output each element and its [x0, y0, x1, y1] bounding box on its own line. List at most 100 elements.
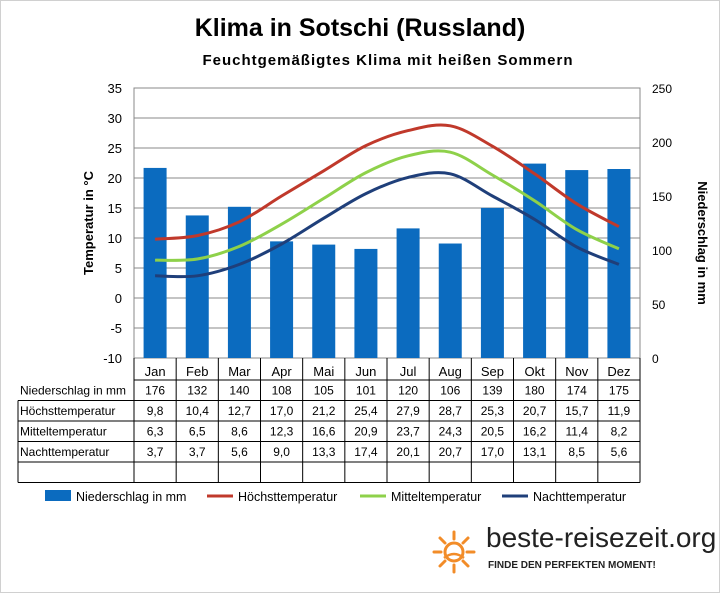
table-cell: 175	[609, 383, 629, 397]
y-right-tick-label: 150	[652, 190, 672, 204]
table-cell: 20,1	[396, 445, 420, 459]
x-tick-label: Dez	[607, 364, 630, 379]
x-tick-label: Jan	[145, 364, 166, 379]
table-cell: 25,3	[481, 404, 505, 418]
y-left-tick-label: 30	[108, 111, 122, 126]
precip-bar	[227, 206, 251, 358]
precip-bar	[185, 215, 209, 358]
table-cell: 3,7	[147, 445, 164, 459]
table-cell: 12,7	[228, 404, 252, 418]
x-tick-label: Apr	[271, 364, 292, 379]
x-tick-label: Okt	[524, 364, 545, 379]
table-cell: 10,4	[186, 404, 210, 418]
y-left-axis-label: Temperatur in °C	[81, 170, 96, 275]
table-cell: 6,5	[189, 424, 206, 438]
y-right-tick-label: 250	[652, 82, 672, 96]
table-cell: 17,4	[354, 445, 378, 459]
table-cell: 12,3	[270, 424, 294, 438]
x-tick-label: Jul	[400, 364, 417, 379]
table-cell: 5,6	[231, 445, 248, 459]
max-temp-line	[154, 123, 620, 241]
precip-bar	[523, 163, 547, 358]
y-left-tick-label: 10	[108, 231, 122, 246]
legend-label: Nachttemperatur	[533, 490, 626, 504]
table-cell: 9,0	[273, 445, 290, 459]
precip-bar	[565, 170, 589, 358]
chart-subtitle: Feuchtgemäßigtes Klima mit heißen Sommer…	[202, 52, 574, 69]
precip-bar	[396, 228, 420, 358]
legend-label: Niederschlag in mm	[76, 490, 186, 504]
precip-bar	[438, 243, 462, 358]
table-cell: 8,2	[611, 424, 628, 438]
table-row-label: Niederschlag in mm	[20, 383, 126, 397]
precip-bar	[480, 207, 504, 358]
y-left-tick-label: 5	[115, 261, 122, 276]
table-cell: 176	[145, 383, 165, 397]
x-tick-label: Mar	[228, 364, 251, 379]
x-tick-label: Feb	[186, 364, 208, 379]
x-tick-label: Sep	[481, 364, 504, 379]
precip-bar	[312, 244, 336, 358]
y-left-tick-label: 20	[108, 171, 122, 186]
y-left-tick-label: -5	[110, 321, 122, 336]
x-tick-label: Aug	[439, 364, 462, 379]
table-cell: 139	[482, 383, 502, 397]
legend-label: Mitteltemperatur	[391, 490, 481, 504]
logo-tagline: FINDE DEN PERFEKTEN MOMENT!	[488, 560, 656, 571]
table-cell: 17,0	[481, 445, 505, 459]
y-left-tick-label: 0	[115, 291, 122, 306]
chart-title: Klima in Sotschi (Russland)	[194, 14, 526, 42]
y-right-tick-label: 200	[652, 136, 672, 150]
mean-temp-line	[155, 149, 620, 262]
legend-swatch	[45, 490, 71, 501]
table-cell: 11,9	[608, 404, 631, 418]
table-cell: 120	[398, 383, 418, 397]
table-cell: 20,7	[523, 404, 547, 418]
sun-icon	[430, 528, 478, 581]
table-row-label: Höchsttemperatur	[20, 404, 115, 418]
table-cell: 13,1	[523, 445, 547, 459]
table-cell: 140	[229, 383, 249, 397]
table-cell: 101	[356, 383, 376, 397]
table-cell: 16,2	[523, 424, 547, 438]
y-right-tick-label: 0	[652, 352, 659, 366]
y-right-tick-label: 100	[652, 244, 672, 258]
y-left-tick-label: 15	[108, 201, 122, 216]
table-cell: 6,3	[147, 424, 164, 438]
table-cell: 23,7	[396, 424, 420, 438]
table-cell: 20,9	[354, 424, 378, 438]
table-cell: 16,6	[312, 424, 336, 438]
y-right-axis-label: Niederschlag in mm	[695, 181, 710, 305]
table-cell: 3,7	[189, 445, 206, 459]
table-cell: 24,3	[439, 424, 463, 438]
table-cell: 8,5	[568, 445, 585, 459]
table-cell: 108	[272, 383, 292, 397]
table-cell: 21,2	[312, 404, 336, 418]
logo-name: beste-reisezeit.org	[486, 522, 717, 553]
table-cell: 25,4	[354, 404, 378, 418]
table-cell: 11,4	[566, 424, 589, 438]
table-cell: 106	[440, 383, 460, 397]
table-cell: 174	[567, 383, 587, 397]
precip-bar	[270, 241, 294, 358]
table-cell: 8,6	[231, 424, 248, 438]
table-cell: 28,7	[439, 404, 463, 418]
y-left-tick-label: 35	[108, 81, 122, 96]
precip-bar	[143, 167, 167, 358]
table-cell: 9,8	[147, 404, 164, 418]
table-cell: 5,6	[611, 445, 628, 459]
x-tick-label: Mai	[313, 364, 334, 379]
y-left-tick-label: -10	[103, 351, 122, 366]
y-left-tick-label: 25	[108, 141, 122, 156]
table-cell: 180	[525, 383, 545, 397]
x-tick-label: Jun	[355, 364, 376, 379]
table-cell: 27,9	[396, 404, 420, 418]
y-right-tick-label: 50	[652, 298, 666, 312]
table-cell: 20,5	[481, 424, 505, 438]
table-cell: 132	[187, 383, 207, 397]
min-temp-line	[155, 171, 620, 279]
table-cell: 105	[314, 383, 334, 397]
table-cell: 20,7	[439, 445, 463, 459]
table-cell: 13,3	[312, 445, 336, 459]
